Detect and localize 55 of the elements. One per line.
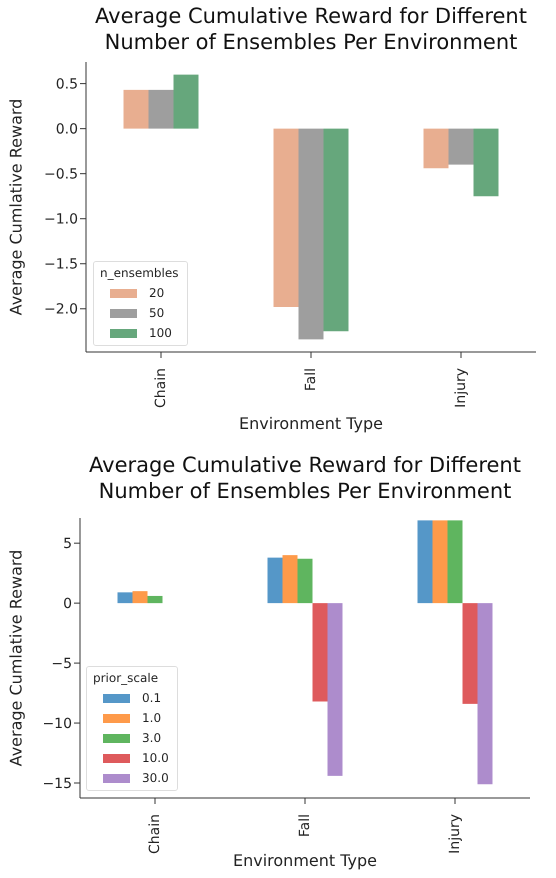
legend-label: 3.0 [142,731,162,745]
legend-title: prior_scale [93,671,160,685]
chart-title: Average Cumulative Reward for Different Number of Ensembles Per Environment [94,3,528,55]
bar [448,128,474,165]
bar [282,555,298,604]
legend-label: 20 [149,286,164,300]
bar [478,603,492,784]
bar [324,128,348,332]
bar [298,558,312,604]
y-axis-title: Average Cumlative Reward [6,550,26,766]
bar [268,558,282,604]
y-tick-label: −5 [51,656,72,672]
y-tick-label: −2.0 [44,302,78,318]
bar [132,591,148,604]
y-tick-label: 0.0 [56,122,78,138]
x-tick-label: Injury [453,368,469,408]
y-tick-label: −1.5 [44,256,78,273]
bar [328,603,342,776]
y-tick-label: 0 [63,596,72,612]
legend-label: 1.0 [142,711,162,725]
y-tick-label: −15 [42,776,72,792]
bar [148,90,174,129]
x-tick-label: Injury [447,814,463,854]
y-tick-label: −10 [42,716,72,732]
bar [148,596,162,604]
legend-label: 30.0 [142,771,169,785]
y-tick-label: −0.5 [44,166,78,183]
bar [432,520,448,604]
bar [424,128,448,168]
y-tick-label: 0.5 [56,76,78,93]
legend-title: n_ensembles [100,266,179,280]
legend-label: 0.1 [142,691,162,705]
bar [448,520,462,604]
x-tick-label: Chain [147,814,163,854]
x-axis-title: Environment Type [233,851,377,870]
y-tick-label: −1.0 [44,212,78,228]
bar [118,592,132,604]
y-axis-title: Average Cumlative Reward [6,98,26,316]
x-tick-label: Fall [297,814,313,838]
x-tick-label: Fall [303,368,319,392]
bar [124,90,148,129]
x-axis-title: Environment Type [239,414,383,433]
bar [174,74,198,129]
bar [474,128,498,196]
bar [298,128,324,340]
y-tick-label: 5 [63,536,72,552]
x-tick-label: Chain [153,368,169,408]
legend-label: 50 [149,306,164,320]
legend-label: 10.0 [142,751,169,765]
legend-label: 100 [149,326,172,340]
bar [418,520,432,604]
bar [462,603,478,704]
bar [312,603,328,702]
chart-title: Average Cumulative Reward for Different Number of Ensembles Per Environment [88,452,522,504]
bar [274,128,298,307]
